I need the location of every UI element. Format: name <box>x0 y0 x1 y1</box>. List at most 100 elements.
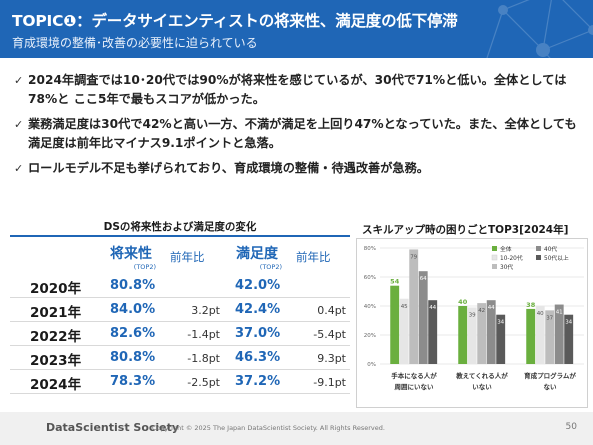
category-label: 教えてくれる人が <box>455 371 508 380</box>
check-icon: ✓ <box>14 118 24 131</box>
header-banner: TOPIC❶：データサイエンティストの将来性、満足度の低下停滞 育成環境の整備･… <box>0 0 593 58</box>
data-label: 34 <box>565 320 572 326</box>
data-label: 41 <box>556 310 563 316</box>
cell-future: 82.6% <box>110 326 156 341</box>
data-label: 40 <box>537 311 544 317</box>
data-label: 54 <box>390 278 400 286</box>
cell-yoy-2: -9.1pt <box>313 376 346 389</box>
table-row: 2024年 78.3% -2.5pt 37.2% -9.1pt <box>10 370 350 394</box>
bullet-item: ✓ 2024年調査では10･20代では90%が将来性を感じているが、30代で71… <box>14 71 584 109</box>
cell-future: 80.8% <box>110 278 156 293</box>
table-title: DSの将来性および満足度の変化 <box>103 221 257 233</box>
y-tick-label: 20% <box>364 333 376 339</box>
bullet-list: ✓ 2024年調査では10･20代では90%が将来性を感じているが、30代で71… <box>14 71 584 184</box>
table-row: 2021年 84.0% 3.2pt 42.4% 0.4pt <box>10 298 350 322</box>
check-icon: ✓ <box>14 162 24 175</box>
cell-yoy-1: -1.8pt <box>187 352 220 365</box>
data-label: 39 <box>469 312 476 318</box>
check-icon: ✓ <box>14 74 24 87</box>
bar <box>458 306 468 364</box>
page-number: 50 <box>565 422 577 432</box>
footer-copyright: Copyright © 2025 The Japan DataScientist… <box>152 424 385 432</box>
network-decoration-icon <box>486 0 593 58</box>
bullet-text: ロールモデル不足も挙げられており、育成環境の整備・待遇改善が急務。 <box>28 161 429 175</box>
bar <box>564 314 574 364</box>
table-row: 2022年 82.6% -1.4pt 37.0% -5.4pt <box>10 322 350 346</box>
header-yoy-1: 前年比 <box>170 250 205 264</box>
cell-year: 2024年 <box>30 377 82 393</box>
bar <box>496 314 506 364</box>
cell-yoy-2: -5.4pt <box>313 328 346 341</box>
bullet-item: ✓ ロールモデル不足も挙げられており、育成環境の整備・待遇改善が急務。 <box>14 159 584 178</box>
bullet-item: ✓ 業務満足度は30代で42%と高い一方、不満が満足を上回り47%となっていた。… <box>14 115 584 153</box>
header-satisfaction-sub: (TOP2) <box>259 263 282 271</box>
bullet-text: 業務満足度は30代で42%と高い一方、不満が満足を上回り47%となっていた。また… <box>28 117 577 150</box>
cell-year: 2020年 <box>30 281 82 297</box>
cell-year: 2021年 <box>30 305 82 321</box>
legend-swatch <box>536 246 541 251</box>
legend-label: 全体 <box>500 245 512 253</box>
bar <box>554 304 564 364</box>
cell-satisfaction: 37.2% <box>235 374 281 389</box>
cell-future: 84.0% <box>110 302 156 317</box>
header-yoy-2: 前年比 <box>296 250 331 264</box>
cell-yoy-2: 9.3pt <box>317 352 346 365</box>
legend-swatch <box>492 264 497 269</box>
legend-label: 50代以上 <box>544 254 569 262</box>
cell-satisfaction: 42.4% <box>235 302 281 317</box>
chart-frame <box>356 238 588 408</box>
page-title: TOPIC❶：データサイエンティストの将来性、満足度の低下停滞 <box>12 12 458 30</box>
cell-yoy-1: 3.2pt <box>191 304 220 317</box>
cell-yoy-1: -1.4pt <box>187 328 220 341</box>
table-top-rule <box>10 235 350 237</box>
data-label: 37 <box>546 315 553 321</box>
bar <box>486 300 496 364</box>
data-label: 38 <box>526 301 536 309</box>
page-subtitle: 育成環境の整備･改善の必要性に迫られている <box>12 36 258 50</box>
category-label: 周囲にいない <box>395 382 435 391</box>
y-tick-label: 80% <box>364 246 376 252</box>
table-row: 2023年 80.8% -1.8pt 46.3% 9.3pt <box>10 346 350 370</box>
bar <box>418 271 428 364</box>
bar <box>428 300 438 364</box>
cell-satisfaction: 37.0% <box>235 326 281 341</box>
cell-satisfaction: 42.0% <box>235 278 281 293</box>
data-label: 79 <box>410 254 417 260</box>
footer: DataScientist Society Copyright © 2025 T… <box>0 412 593 445</box>
bar <box>526 308 536 364</box>
bar-chart: 0%20%40%60%80%5445796444手本になる人が周囲にいない403… <box>356 238 588 408</box>
y-tick-label: 40% <box>364 304 376 310</box>
legend-label: 30代 <box>500 263 513 271</box>
header-future: 将来性 <box>110 246 152 262</box>
legend-label: 10-20代 <box>500 254 523 262</box>
bar <box>399 298 409 364</box>
legend-swatch <box>536 255 541 260</box>
bar <box>409 249 419 364</box>
header-satisfaction: 満足度 <box>236 246 278 262</box>
data-label: 45 <box>401 304 408 310</box>
legend-swatch <box>492 246 497 251</box>
category-label: 育成プログラムが <box>524 371 576 380</box>
cell-future: 78.3% <box>110 374 156 389</box>
cell-year: 2023年 <box>30 353 82 369</box>
category-label: 手本になる人が <box>391 371 437 380</box>
data-label: 44 <box>488 305 495 311</box>
data-label: 34 <box>497 320 504 326</box>
cell-future: 80.8% <box>110 350 156 365</box>
y-tick-label: 60% <box>364 275 376 281</box>
data-label: 44 <box>429 305 436 311</box>
table-row: 2020年 80.8% 42.0% <box>10 274 350 298</box>
bar <box>467 307 477 364</box>
bar <box>545 310 555 364</box>
cell-satisfaction: 46.3% <box>235 350 281 365</box>
data-label: 42 <box>478 308 485 314</box>
legend-label: 40代 <box>544 245 557 253</box>
footer-logo: DataScientist Society <box>46 421 180 434</box>
bullet-text: 2024年調査では10･20代では90%が将来性を感じているが、30代で71%と… <box>28 73 567 106</box>
bar <box>535 306 545 364</box>
data-label: 40 <box>458 298 468 306</box>
cell-yoy-2: 0.4pt <box>317 304 346 317</box>
chart-title: スキルアップ時の困りごとTOP3[2024年] <box>362 224 569 236</box>
bar <box>477 303 487 364</box>
legend-swatch <box>491 254 498 261</box>
